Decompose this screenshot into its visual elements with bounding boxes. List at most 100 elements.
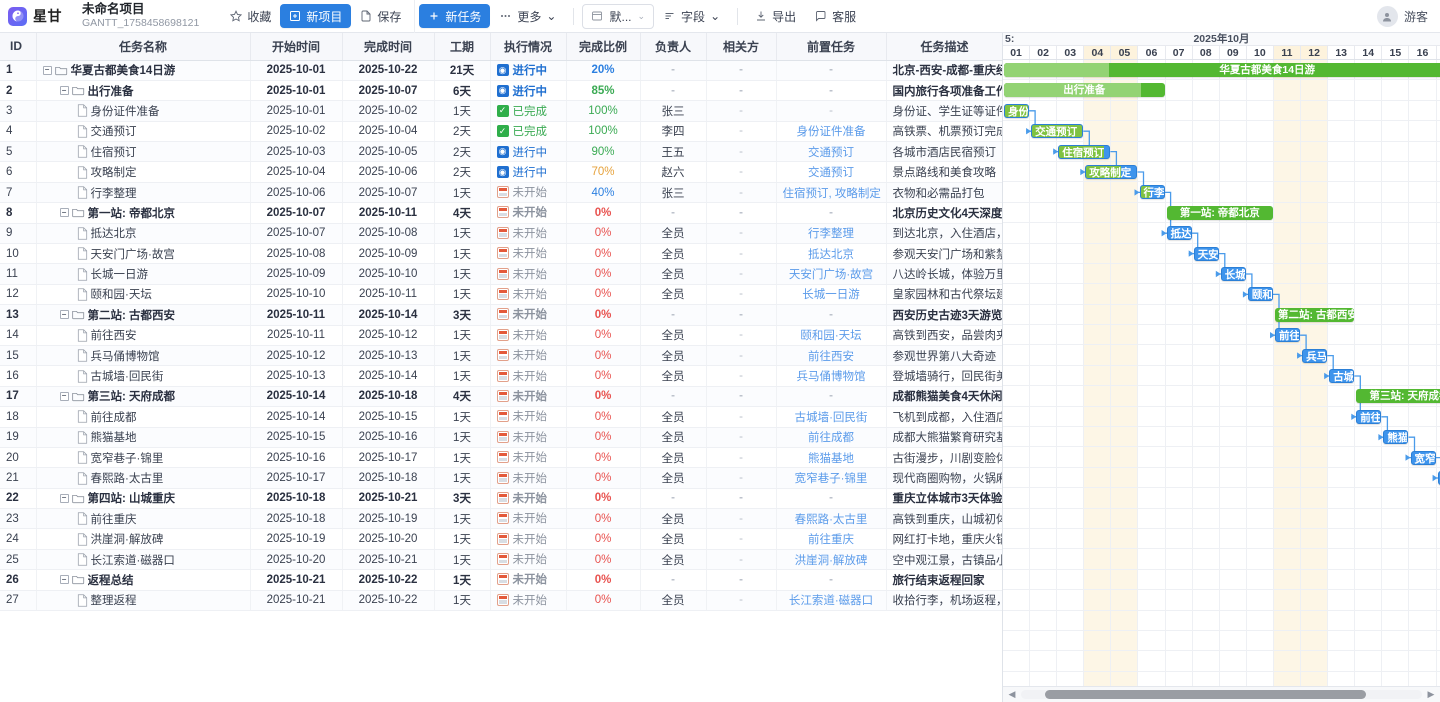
predecessor-link[interactable]: 熊猫基地 xyxy=(808,452,854,465)
stakeholder[interactable]: - xyxy=(706,569,777,591)
end-date[interactable]: 2025-10-18 xyxy=(342,386,435,408)
predecessor[interactable]: 兵马俑博物馆 xyxy=(776,365,887,387)
status-cell[interactable]: 未开始 xyxy=(490,202,567,224)
owner[interactable]: - xyxy=(640,80,707,102)
owner[interactable]: 全员 xyxy=(640,427,707,448)
start-date[interactable]: 2025-10-21 xyxy=(250,590,343,612)
task-name-cell[interactable]: 交通预订 xyxy=(36,121,251,143)
gantt-bar[interactable]: 颐和 xyxy=(1247,287,1273,302)
start-date[interactable]: 2025-10-07 xyxy=(250,202,343,224)
description[interactable]: 身份证、学生证等证件检查 xyxy=(886,100,1002,122)
start-date[interactable]: 2025-10-04 xyxy=(250,161,343,183)
end-date[interactable]: 2025-10-19 xyxy=(342,508,435,530)
description[interactable]: 高铁到西安，品尝肉夹馍凉皮 xyxy=(886,325,1002,346)
task-name-cell[interactable]: − 第三站: 天府成都 xyxy=(36,386,251,408)
row-id[interactable]: 11 xyxy=(0,263,37,285)
progress-percent[interactable]: 0% xyxy=(566,569,641,591)
task-name-cell[interactable]: 春熙路·太古里 xyxy=(36,467,251,489)
predecessor[interactable]: 长江索道·磁器口 xyxy=(776,590,887,612)
stakeholder[interactable]: - xyxy=(706,508,777,530)
gantt-bar[interactable]: 前往 xyxy=(1275,328,1301,343)
row-id[interactable]: 5 xyxy=(0,141,37,163)
predecessor-link[interactable]: 前往重庆 xyxy=(808,534,854,547)
progress-percent[interactable]: 0% xyxy=(566,243,641,265)
predecessor-link[interactable]: 春熙路·太古里 xyxy=(794,513,868,526)
gantt-bar[interactable]: 古城 xyxy=(1329,369,1355,383)
duration[interactable]: 1天 xyxy=(434,569,491,591)
status-cell[interactable]: 未开始 xyxy=(490,508,567,530)
row-id[interactable]: 18 xyxy=(0,406,37,428)
progress-percent[interactable]: 0% xyxy=(566,508,641,530)
task-name-cell[interactable]: 整理返程 xyxy=(36,590,251,612)
description[interactable]: 旅行结束返程回家 xyxy=(886,569,1002,591)
end-date[interactable]: 2025-10-20 xyxy=(342,528,435,550)
owner[interactable]: 全员 xyxy=(640,467,707,489)
predecessor[interactable]: 住宿预订, 攻略制定 xyxy=(776,182,887,204)
table-row[interactable]: 15 兵马俑博物馆 2025-10-12 2025-10-13 1天 未开始 0% 全员 - 前往… xyxy=(0,345,1002,367)
end-date[interactable]: 2025-10-16 xyxy=(342,427,435,448)
row-id[interactable]: 13 xyxy=(0,304,37,326)
row-id[interactable]: 7 xyxy=(0,182,37,204)
table-row[interactable]: 10 天安门广场·故宫 2025-10-08 2025-10-09 1天 未开始 0% 全员 -… xyxy=(0,243,1002,265)
status-cell[interactable]: 未开始 xyxy=(490,243,567,265)
predecessor[interactable]: - xyxy=(776,304,887,326)
owner[interactable]: 全员 xyxy=(640,223,707,245)
owner[interactable]: 全员 xyxy=(640,528,707,550)
table-row[interactable]: 24 洪崖洞·解放碑 2025-10-19 2025-10-20 1天 未开始 0% 全员 - 前… xyxy=(0,528,1002,550)
predecessor[interactable]: - xyxy=(776,60,887,81)
table-row[interactable]: 5 住宿预订 2025-10-03 2025-10-05 2天 ◉ 进行中 90% 王五 - 交通预… xyxy=(0,141,1002,163)
start-date[interactable]: 2025-10-09 xyxy=(250,263,343,285)
table-row[interactable]: 11 长城一日游 2025-10-09 2025-10-10 1天 未开始 0% 全员 - 天安门… xyxy=(0,263,1002,285)
description[interactable]: 参观天安门广场和紫禁城 xyxy=(886,243,1002,265)
start-date[interactable]: 2025-10-11 xyxy=(250,304,343,326)
gantt-bar[interactable]: 长城 xyxy=(1220,267,1246,281)
collapse-toggle[interactable]: − xyxy=(59,208,69,218)
owner[interactable]: 全员 xyxy=(640,263,707,285)
predecessor[interactable]: - xyxy=(776,202,887,224)
start-date[interactable]: 2025-10-01 xyxy=(250,80,343,102)
duration[interactable]: 21天 xyxy=(434,60,491,81)
status-cell[interactable]: 未开始 xyxy=(490,325,567,346)
description[interactable]: 重庆立体城市3天体验 xyxy=(886,488,1002,510)
row-id[interactable]: 21 xyxy=(0,467,37,489)
row-id[interactable]: 20 xyxy=(0,447,37,469)
stakeholder[interactable]: - xyxy=(706,488,777,510)
scrollbar-track[interactable] xyxy=(1021,690,1422,699)
collapse-toggle[interactable]: − xyxy=(42,65,52,75)
status-cell[interactable]: 未开始 xyxy=(490,488,567,510)
end-date[interactable]: 2025-10-07 xyxy=(342,80,435,102)
owner[interactable]: 全员 xyxy=(640,284,707,306)
gantt-bar[interactable]: 第二站: 古都西安 xyxy=(1275,307,1355,322)
end-date[interactable]: 2025-10-21 xyxy=(342,549,435,571)
predecessor-link[interactable]: 颐和园·天坛 xyxy=(800,330,862,343)
gantt-day-16[interactable]: 16 xyxy=(1409,46,1437,59)
end-date[interactable]: 2025-10-18 xyxy=(342,467,435,489)
project-info[interactable]: 未命名项目 GANTT_1758458698121 xyxy=(82,3,199,29)
owner[interactable]: 张三 xyxy=(640,182,707,204)
start-date[interactable]: 2025-10-15 xyxy=(250,427,343,448)
column-header-rel[interactable]: 相关方 xyxy=(706,33,777,61)
table-row[interactable]: 25 长江索道·磁器口 2025-10-20 2025-10-21 1天 未开始 0% 全员 -… xyxy=(0,549,1002,571)
end-date[interactable]: 2025-10-12 xyxy=(342,325,435,346)
predecessor-link[interactable]: 宽窄巷子·锦里 xyxy=(794,473,868,485)
end-date[interactable]: 2025-10-04 xyxy=(342,121,435,143)
owner[interactable]: - xyxy=(640,488,707,510)
duration[interactable]: 3天 xyxy=(434,488,491,510)
predecessor-link[interactable]: 天安门广场·故宫 xyxy=(788,269,874,282)
owner[interactable]: 全员 xyxy=(640,243,707,265)
duration[interactable]: 1天 xyxy=(434,325,491,346)
progress-percent[interactable]: 40% xyxy=(566,182,641,204)
task-name-cell[interactable]: − 第一站: 帝都北京 xyxy=(36,202,251,224)
progress-percent[interactable]: 90% xyxy=(566,141,641,163)
progress-percent[interactable]: 100% xyxy=(566,100,641,122)
table-row[interactable]: 20 宽窄巷子·锦里 2025-10-16 2025-10-17 1天 未开始 0% 全员 - 熊… xyxy=(0,447,1002,469)
duration[interactable]: 1天 xyxy=(434,528,491,550)
status-cell[interactable]: 未开始 xyxy=(490,365,567,387)
predecessor[interactable]: 行李整理 xyxy=(776,223,887,245)
progress-percent[interactable]: 0% xyxy=(566,284,641,306)
row-id[interactable]: 1 xyxy=(0,60,37,81)
description[interactable]: 参观世界第八大奇迹 xyxy=(886,345,1002,367)
description[interactable]: 成都熊猫美食4天休闲游 xyxy=(886,386,1002,408)
description[interactable]: 飞机到成都，入住酒店 xyxy=(886,406,1002,428)
column-header-pre[interactable]: 前置任务 xyxy=(776,33,887,61)
